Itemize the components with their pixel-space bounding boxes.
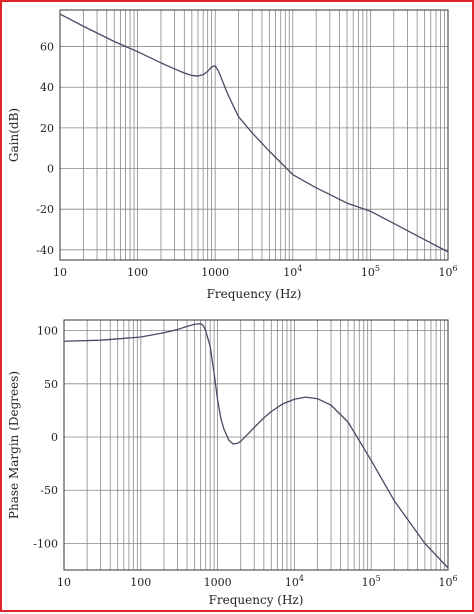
y-tick-label: -100 [33, 537, 58, 550]
y-tick-label: -40 [36, 244, 54, 257]
series-line [63, 323, 449, 569]
y-tick-label: 100 [37, 325, 58, 338]
y-tick-label: 0 [51, 431, 58, 444]
x-tick-label: 104 [285, 574, 304, 589]
x-tick-label: 104 [283, 264, 302, 279]
x-tick-label: 10 [53, 266, 67, 279]
phase-margin-chart: -100 -50 0 50 100 10 100 1000 104 105 106 Frequency… [7, 319, 458, 607]
x-axis-title: Frequency (Hz) [209, 593, 304, 607]
plot-frame [63, 319, 449, 571]
gain-chart: -40 -20 0 20 40 60 10 100 1000 104 105 106 Frequency… [7, 9, 458, 301]
y-tick-label: -50 [40, 484, 58, 497]
y-tick-label: 40 [40, 81, 54, 94]
x-tick-label: 1000 [204, 576, 232, 589]
x-tick-label: 106 [438, 574, 457, 589]
y-tick-label: 60 [40, 41, 54, 54]
y-tick-label: -20 [36, 203, 54, 216]
x-tick-label: 106 [438, 264, 457, 279]
y-axis-title: Gain(dB) [7, 108, 21, 162]
x-tick-label: 10 [57, 576, 71, 589]
plot-frame [59, 9, 449, 261]
y-tick-label: 20 [40, 122, 54, 135]
y-axis-title: Phase Margin (Degrees) [7, 371, 21, 519]
x-tick-label: 1000 [201, 266, 229, 279]
series-line [59, 13, 449, 253]
x-tick-label: 105 [362, 574, 381, 589]
x-axis-title: Frequency (Hz) [207, 287, 302, 301]
x-tick-label: 105 [361, 264, 380, 279]
y-tick-label: 0 [47, 163, 54, 176]
y-tick-label: 50 [44, 378, 58, 391]
x-tick-label: 100 [127, 266, 148, 279]
x-tick-label: 100 [130, 576, 151, 589]
